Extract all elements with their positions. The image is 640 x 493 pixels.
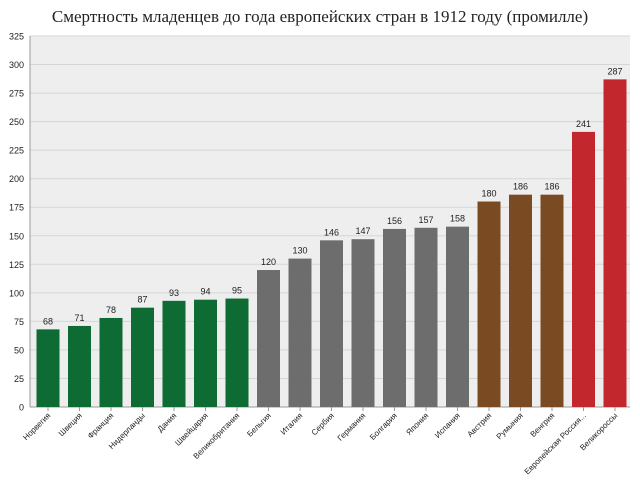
y-tick-label: 225 <box>9 146 24 156</box>
bar <box>288 258 312 407</box>
x-tick-label: Италия <box>279 411 305 437</box>
bar <box>477 201 501 407</box>
bar <box>131 307 154 407</box>
bar <box>162 300 186 407</box>
y-tick-label: 75 <box>14 317 24 327</box>
x-tick-label: Румыния <box>495 411 525 441</box>
data-label: 158 <box>450 214 465 224</box>
x-tick-label: Норвегия <box>21 411 52 442</box>
x-tick-label: Япония <box>404 411 430 437</box>
x-tick-label: Швеция <box>57 411 84 438</box>
data-label: 95 <box>232 286 242 296</box>
x-tick-label: Испания <box>433 411 462 440</box>
bar <box>257 270 280 407</box>
x-tick-label: Европейская Россия... <box>523 411 588 476</box>
y-tick-label: 50 <box>14 345 24 355</box>
data-label: 156 <box>387 216 402 226</box>
bar <box>36 329 60 407</box>
data-label: 93 <box>169 288 179 298</box>
data-label: 186 <box>513 182 528 192</box>
x-tick-label: Болгария <box>368 411 399 442</box>
y-tick-label: 150 <box>9 231 24 241</box>
bar <box>446 226 469 407</box>
bar <box>603 79 627 407</box>
bar <box>572 131 595 408</box>
y-tick-label: 0 <box>19 403 24 413</box>
data-label: 146 <box>324 227 339 237</box>
x-tick-label: Дания <box>156 411 179 434</box>
data-label: 71 <box>74 313 84 323</box>
x-tick-label: Франция <box>86 411 116 441</box>
data-label: 120 <box>261 257 276 267</box>
bar <box>68 325 91 407</box>
y-tick-label: 125 <box>9 260 24 270</box>
x-tick-label: Германия <box>336 411 368 443</box>
data-label: 94 <box>200 287 210 297</box>
data-label: 157 <box>418 215 433 225</box>
bar <box>509 194 532 407</box>
bar <box>99 317 123 407</box>
bar <box>225 298 249 407</box>
y-tick-label: 300 <box>9 60 24 70</box>
data-label: 287 <box>607 66 622 76</box>
chart-title: Смертность младенцев до года европейских… <box>51 7 589 26</box>
y-tick-label: 175 <box>9 203 24 213</box>
data-label: 130 <box>292 246 307 256</box>
bar <box>540 194 564 407</box>
data-label: 87 <box>137 295 147 305</box>
bar <box>351 239 375 407</box>
y-tick-label: 200 <box>9 174 24 184</box>
data-label: 180 <box>481 189 496 199</box>
x-tick-label: Венгрия <box>529 411 557 439</box>
x-tick-label: Сербия <box>310 411 336 437</box>
y-tick-label: 25 <box>14 374 24 384</box>
bar <box>383 228 406 407</box>
x-tick-label: Австрия <box>466 411 494 439</box>
bar <box>414 227 438 407</box>
bar <box>320 240 343 407</box>
data-label: 147 <box>355 226 370 236</box>
data-label: 68 <box>43 316 53 326</box>
y-tick-label: 250 <box>9 117 24 127</box>
x-tick-label: Бельгия <box>245 411 273 439</box>
data-label: 78 <box>106 305 116 315</box>
data-label: 186 <box>544 182 559 192</box>
y-tick-label: 100 <box>9 288 24 298</box>
y-tick-label: 275 <box>9 89 24 99</box>
data-label: 241 <box>576 119 591 129</box>
y-tick-label: 325 <box>9 32 24 42</box>
bar <box>194 299 217 407</box>
